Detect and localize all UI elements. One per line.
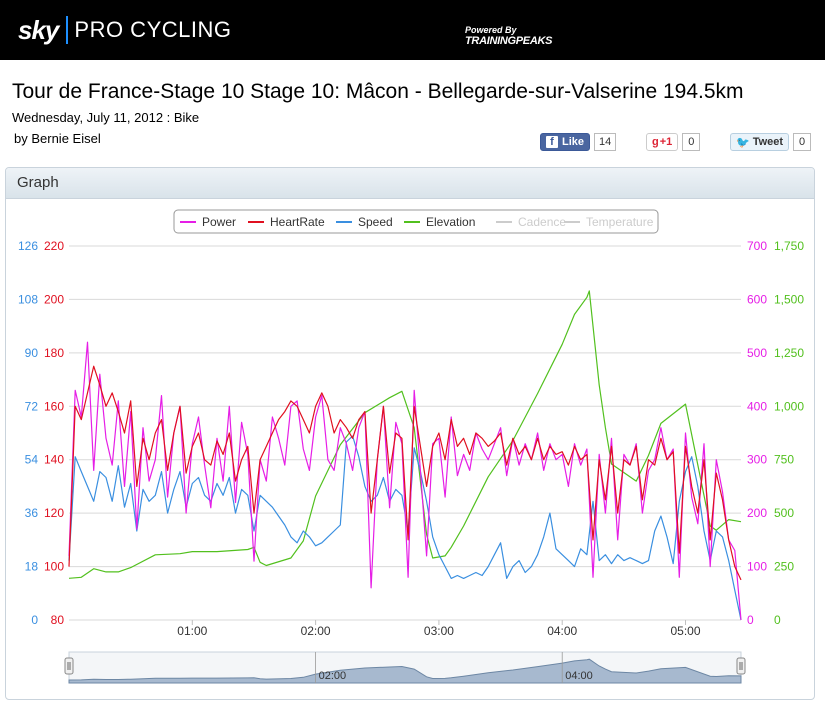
navigator-tick-label: 04:00 — [565, 670, 593, 682]
like-label: Like — [562, 136, 585, 148]
gplus-count: 0 — [682, 133, 701, 151]
navigator-tick-label: 02:00 — [319, 670, 347, 682]
elevation-axis-tick: 0 — [774, 613, 781, 627]
google-plus-button[interactable]: g +1 — [646, 133, 679, 151]
power-axis-tick: 400 — [747, 399, 767, 413]
power-axis-tick: 700 — [747, 239, 767, 253]
series-line-speed — [68, 435, 742, 621]
trainingpeaks-name: TRAININGPEAKS — [465, 35, 553, 47]
legend-item-cadence[interactable]: Cadence — [518, 215, 566, 229]
graph-panel: Graph 0 18 36 54 72 90 108 126 80 100 120 140 160 180… — [5, 167, 815, 700]
brand-separator — [66, 16, 69, 44]
twitter-bird-icon: 🐦 — [736, 136, 750, 149]
speed-axis-tick: 90 — [25, 346, 39, 360]
sky-pro-cycling-logo[interactable]: sky PRO CYCLING — [18, 12, 231, 48]
heartrate-axis-tick: 160 — [44, 399, 64, 413]
facebook-like: f Like 14 — [540, 132, 617, 152]
heartrate-axis-tick: 200 — [44, 292, 64, 306]
chart-legend: Power HeartRate Speed Elevation Cadence Tempe… — [173, 209, 659, 234]
elevation-axis-tick: 1,000 — [774, 399, 804, 413]
legend-item-heartrate[interactable]: HeartRate — [270, 215, 325, 229]
legend-item-temperature[interactable]: Temperature — [586, 215, 654, 229]
elevation-axis-tick: 250 — [774, 560, 794, 574]
heartrate-axis-tick: 120 — [44, 506, 64, 520]
heartrate-axis-tick: 180 — [44, 346, 64, 360]
heartrate-axis-tick: 140 — [44, 453, 64, 467]
power-axis-tick: 100 — [747, 560, 767, 574]
brand-sky: sky — [18, 14, 59, 45]
workout-author: by Bernie Eisel — [14, 131, 101, 146]
facebook-icon: f — [546, 136, 558, 148]
gplus-label: +1 — [659, 136, 673, 148]
x-axis-tick-label: 02:00 — [301, 624, 331, 638]
speed-axis-tick: 54 — [25, 453, 39, 467]
powered-by-label: Powered By — [465, 25, 517, 35]
x-axis-tick-label: 05:00 — [670, 624, 700, 638]
facebook-like-button[interactable]: f Like — [540, 133, 591, 151]
google-plus-icon: g — [652, 136, 659, 148]
legend-item-speed[interactable]: Speed — [358, 215, 393, 229]
navigator-area — [68, 658, 742, 684]
speed-axis-tick: 36 — [25, 506, 39, 520]
workout-title: Tour de France-Stage 10 Stage 10: Mâcon … — [12, 80, 744, 103]
power-axis-tick: 200 — [747, 506, 767, 520]
heartrate-axis-tick: 100 — [44, 560, 64, 574]
speed-axis-tick: 18 — [25, 560, 39, 574]
speed-axis-tick: 108 — [18, 292, 38, 306]
elevation-axis-tick: 1,250 — [774, 346, 804, 360]
x-axis-tick-label: 01:00 — [177, 624, 207, 638]
trainingpeaks-logo[interactable]: Powered By TRAININGPEAKS — [465, 25, 552, 47]
heartrate-axis-tick: 220 — [44, 239, 64, 253]
speed-axis-tick: 126 — [18, 239, 38, 253]
site-header: sky PRO CYCLING Powered By TRAININGPEAKS — [0, 0, 825, 60]
power-axis-tick: 500 — [747, 346, 767, 360]
workout-chart[interactable]: 0 18 36 54 72 90 108 126 80 100 120 140 160 180 200 220… — [6, 199, 814, 699]
series-line-power — [68, 341, 742, 621]
tweet-count: 0 — [793, 133, 812, 151]
elevation-axis-tick: 500 — [774, 506, 794, 520]
x-axis-tick-label: 03:00 — [424, 624, 454, 638]
elevation-axis-tick: 1,750 — [774, 239, 804, 253]
graph-panel-title: Graph — [6, 168, 814, 199]
x-axis-tick-label: 04:00 — [547, 624, 577, 638]
legend-item-power[interactable]: Power — [202, 215, 236, 229]
heartrate-axis-tick: 80 — [51, 613, 65, 627]
workout-date-sport: Wednesday, July 11, 2012 : Bike — [12, 110, 200, 125]
like-count: 14 — [594, 133, 617, 151]
brand-pro-cycling: PRO CYCLING — [74, 17, 232, 42]
legend-item-elevation[interactable]: Elevation — [426, 215, 475, 229]
power-axis-tick: 600 — [747, 292, 767, 306]
tweet-button[interactable]: 🐦 Tweet — [730, 133, 790, 151]
power-axis-tick: 300 — [747, 453, 767, 467]
google-plus: g +1 0 — [646, 132, 701, 152]
elevation-axis-tick: 750 — [774, 453, 794, 467]
speed-axis-tick: 72 — [25, 399, 39, 413]
twitter-tweet: 🐦 Tweet 0 — [730, 132, 812, 152]
series-line-heartrate — [68, 365, 742, 581]
speed-axis-tick: 0 — [31, 613, 38, 627]
navigator-right-handle[interactable] — [736, 657, 746, 675]
series-line-elevation — [68, 290, 742, 579]
tweet-label: Tweet — [752, 136, 784, 148]
elevation-axis-tick: 1,500 — [774, 292, 804, 306]
navigator-left-handle[interactable] — [64, 657, 74, 675]
power-axis-tick: 0 — [747, 613, 754, 627]
